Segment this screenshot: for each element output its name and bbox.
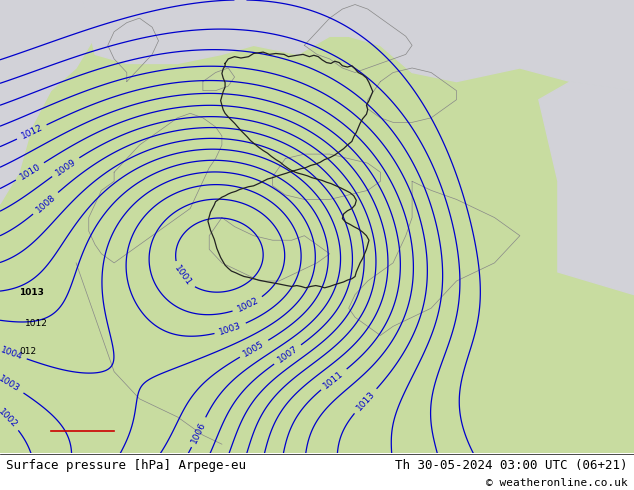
- Text: 1007: 1007: [276, 344, 300, 365]
- Text: 1001: 1001: [172, 264, 193, 288]
- Text: 1005: 1005: [242, 339, 266, 359]
- Text: 1013: 1013: [19, 288, 44, 296]
- Text: 1004: 1004: [0, 345, 23, 362]
- Text: 1012: 1012: [25, 319, 48, 328]
- Text: 1011: 1011: [322, 368, 346, 390]
- Polygon shape: [539, 82, 634, 294]
- Polygon shape: [317, 0, 634, 91]
- Text: 1002: 1002: [236, 296, 260, 314]
- Text: 1003: 1003: [0, 374, 22, 394]
- Text: Surface pressure [hPa] Arpege-eu: Surface pressure [hPa] Arpege-eu: [6, 459, 247, 471]
- Text: 012: 012: [19, 346, 36, 356]
- Text: 1010: 1010: [18, 162, 42, 181]
- Text: 1003: 1003: [218, 321, 243, 337]
- Polygon shape: [82, 0, 330, 64]
- Text: 1006: 1006: [190, 420, 207, 444]
- Text: 1012: 1012: [20, 123, 44, 141]
- Text: © weatheronline.co.uk: © weatheronline.co.uk: [486, 478, 628, 489]
- Polygon shape: [0, 0, 95, 204]
- Text: 1013: 1013: [354, 390, 377, 413]
- Text: 1009: 1009: [53, 157, 77, 177]
- Text: Th 30-05-2024 03:00 UTC (06+21): Th 30-05-2024 03:00 UTC (06+21): [395, 459, 628, 471]
- Text: 1008: 1008: [34, 193, 57, 214]
- Text: 1002: 1002: [0, 407, 18, 429]
